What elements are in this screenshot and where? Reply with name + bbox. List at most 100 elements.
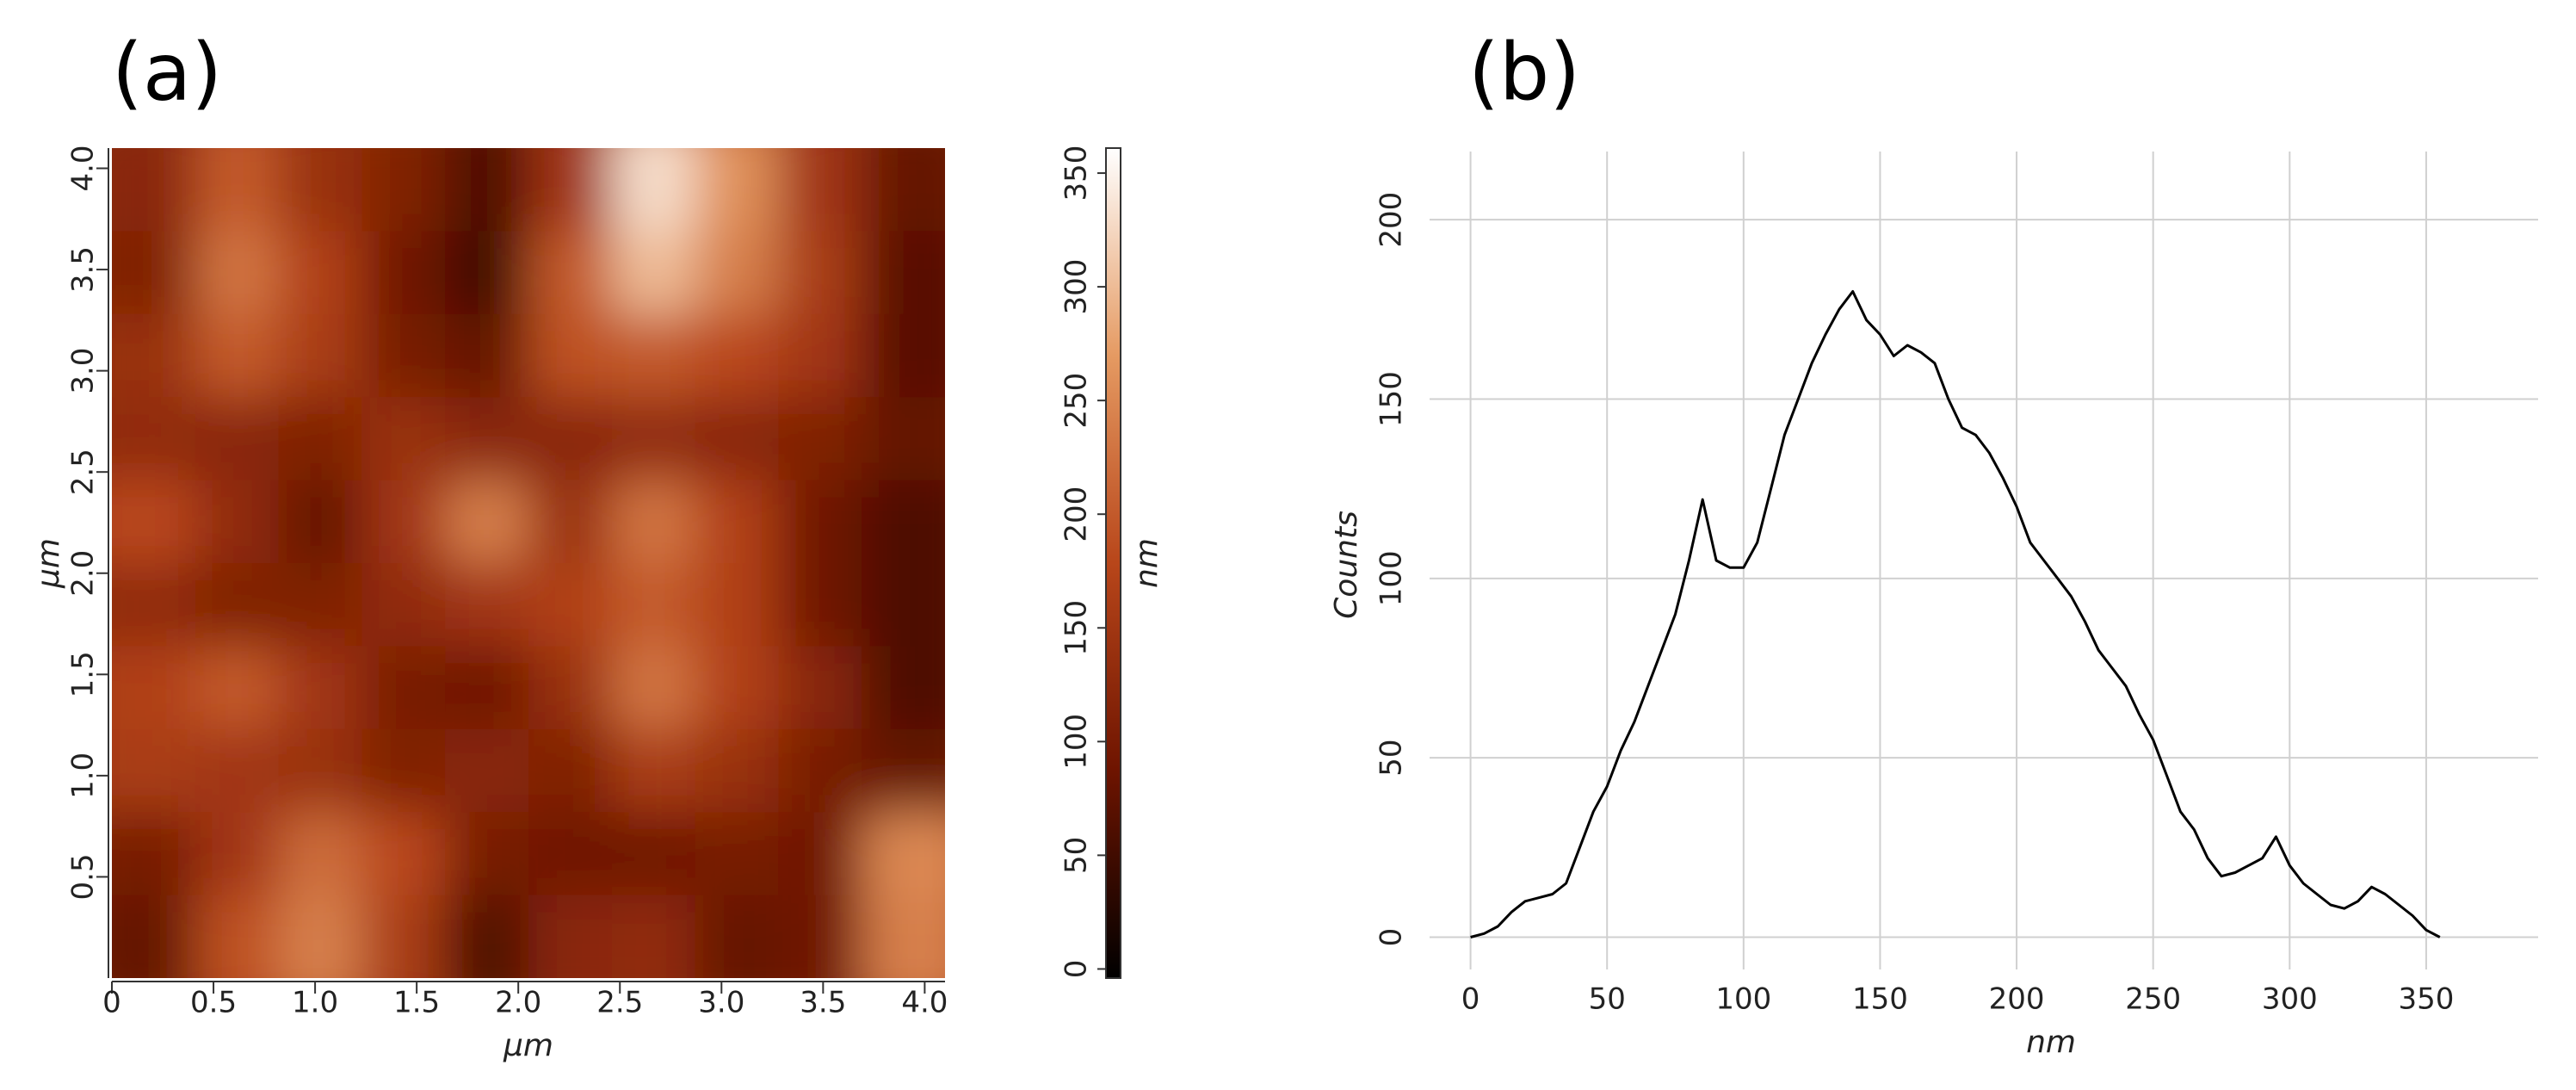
height-cell bbox=[778, 728, 863, 814]
height-cell bbox=[862, 148, 945, 232]
height-cell bbox=[112, 397, 196, 481]
height-cell bbox=[528, 728, 613, 814]
height-cell bbox=[278, 646, 363, 730]
y-axis-label: μm bbox=[31, 538, 66, 589]
height-cell bbox=[112, 895, 196, 978]
colorbar-tick-label: 0 bbox=[1059, 960, 1094, 979]
height-cell bbox=[278, 148, 363, 232]
height-cell bbox=[862, 563, 945, 647]
height-cell bbox=[445, 646, 529, 730]
height-cell bbox=[528, 812, 613, 896]
height-cell bbox=[778, 148, 863, 232]
x-tick-label: 0.5 bbox=[190, 986, 237, 1020]
x-tick-label: 250 bbox=[2125, 982, 2181, 1017]
height-cell bbox=[445, 397, 529, 481]
x-tick-label: 350 bbox=[2398, 982, 2454, 1017]
x-axis-label: μm bbox=[503, 1028, 553, 1063]
height-cell bbox=[611, 313, 696, 399]
height-cell bbox=[695, 397, 780, 481]
height-cell bbox=[445, 895, 529, 978]
height-cell bbox=[112, 480, 196, 564]
height-cell bbox=[445, 563, 529, 647]
height-cell bbox=[195, 646, 280, 730]
colorbar-tick-label: 350 bbox=[1059, 146, 1094, 201]
height-cell bbox=[361, 148, 447, 232]
height-cell bbox=[278, 231, 363, 315]
height-cell bbox=[361, 812, 447, 896]
height-cell bbox=[611, 563, 696, 647]
height-cell bbox=[611, 728, 696, 814]
height-cell bbox=[361, 480, 447, 564]
height-cell bbox=[862, 895, 945, 978]
height-cell bbox=[695, 728, 780, 814]
x-tick-label: 50 bbox=[1589, 982, 1626, 1017]
colorbar-label: nm bbox=[1129, 538, 1164, 588]
x-tick-label: 100 bbox=[1715, 982, 1771, 1017]
height-cell bbox=[195, 397, 280, 481]
height-cell bbox=[195, 231, 280, 315]
height-cell bbox=[278, 480, 363, 564]
panel-title: (a) bbox=[112, 26, 222, 118]
height-cell bbox=[195, 480, 280, 564]
height-cell bbox=[611, 148, 696, 232]
height-cell bbox=[445, 728, 529, 814]
height-cell bbox=[361, 313, 447, 399]
height-cell bbox=[611, 812, 696, 896]
height-cell bbox=[528, 646, 613, 730]
height-cell bbox=[695, 563, 780, 647]
height-cell bbox=[195, 812, 280, 896]
x-tick-label: 1.0 bbox=[292, 986, 338, 1020]
y-tick-label: 200 bbox=[1374, 192, 1409, 248]
colorbar-tick-label: 150 bbox=[1059, 600, 1094, 656]
height-cell bbox=[528, 563, 613, 647]
x-axis-label: nm bbox=[2026, 1025, 2076, 1060]
height-cell bbox=[278, 397, 363, 481]
x-tick-label: 150 bbox=[1852, 982, 1908, 1017]
height-map bbox=[112, 148, 945, 978]
x-tick-label: 300 bbox=[2262, 982, 2318, 1017]
height-cell bbox=[862, 231, 945, 315]
height-cell bbox=[278, 563, 363, 647]
height-cell bbox=[112, 728, 196, 814]
height-cell bbox=[862, 480, 945, 564]
height-cell bbox=[695, 646, 780, 730]
y-tick-label: 100 bbox=[1374, 550, 1409, 606]
height-cell bbox=[195, 148, 280, 232]
y-tick-label: 3.0 bbox=[66, 348, 101, 394]
y-tick-label: 0 bbox=[1374, 928, 1409, 947]
colorbar-tick-label: 200 bbox=[1059, 486, 1094, 542]
height-cell bbox=[445, 480, 529, 564]
height-cell bbox=[695, 313, 780, 399]
colorbar-tick-label: 100 bbox=[1059, 714, 1094, 770]
height-cell bbox=[778, 646, 863, 730]
height-cell bbox=[278, 812, 363, 896]
height-cell bbox=[361, 646, 447, 730]
height-cell bbox=[278, 313, 363, 399]
height-cell bbox=[611, 231, 696, 315]
y-tick-label: 1.5 bbox=[66, 651, 101, 697]
height-cell bbox=[862, 812, 945, 896]
height-cell bbox=[195, 895, 280, 978]
x-tick-label: 0 bbox=[102, 986, 121, 1020]
height-cell bbox=[278, 728, 363, 814]
height-cell bbox=[445, 313, 529, 399]
x-tick-label: 200 bbox=[1989, 982, 2045, 1017]
height-cell bbox=[778, 812, 863, 896]
height-cell bbox=[778, 480, 863, 564]
image-clip bbox=[112, 148, 945, 978]
height-cell bbox=[528, 480, 613, 564]
y-tick-label: 150 bbox=[1374, 371, 1409, 427]
height-cell bbox=[195, 728, 280, 814]
height-cell bbox=[361, 397, 447, 481]
height-cell bbox=[195, 313, 280, 399]
height-cell bbox=[445, 812, 529, 896]
height-cell bbox=[528, 231, 613, 315]
height-cell bbox=[611, 646, 696, 730]
height-cell bbox=[361, 895, 447, 978]
height-cell bbox=[695, 231, 780, 315]
height-cell bbox=[528, 313, 613, 399]
x-tick-label: 3.0 bbox=[698, 986, 744, 1020]
panel-title: (b) bbox=[1468, 26, 1580, 118]
height-cell bbox=[112, 148, 196, 232]
